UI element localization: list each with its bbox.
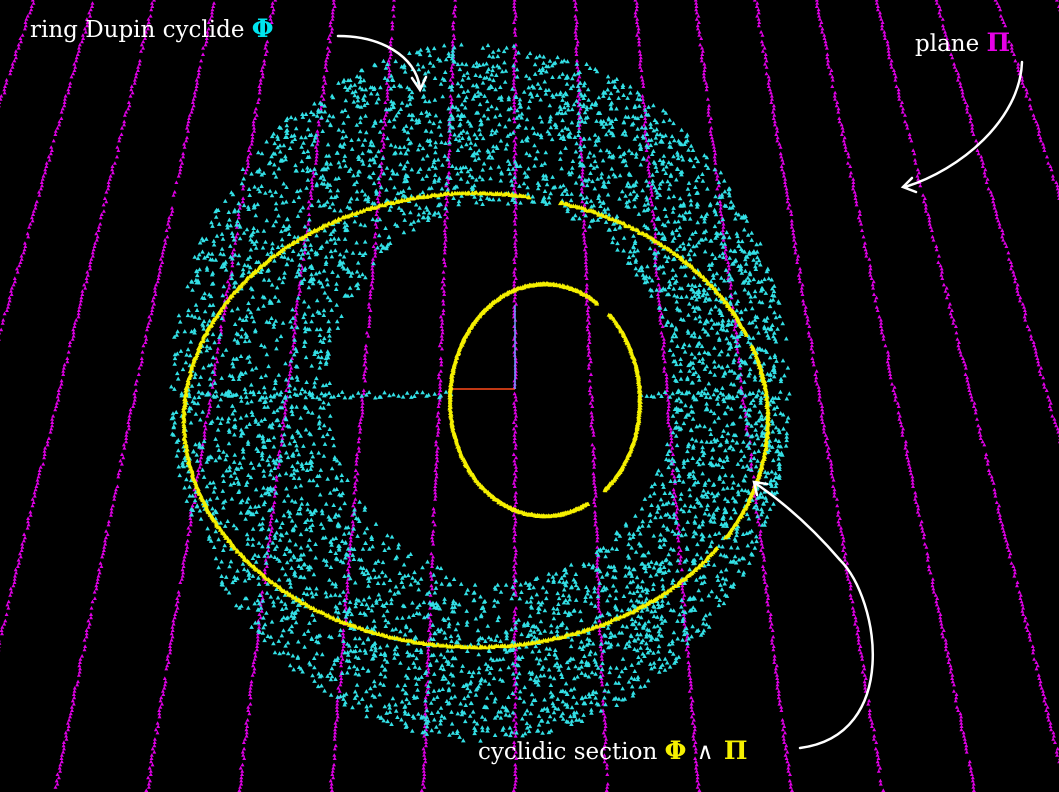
- plane-line: [0, 0, 157, 652]
- phi-symbol: Φ: [251, 14, 274, 43]
- section-pi-symbol: Π: [723, 736, 748, 765]
- section-label-text: cyclidic section: [478, 739, 658, 765]
- cyclide-label: ring Dupin cyclide Φ: [30, 16, 274, 42]
- plane-line: [0, 0, 36, 108]
- plane-line: [874, 0, 1059, 764]
- plane-line: [237, 0, 337, 792]
- coordinate-axes: [450, 305, 516, 390]
- cyclide-arrow: [336, 34, 422, 90]
- plane-label-text: plane: [915, 31, 980, 57]
- annotation-arrows: [336, 34, 1024, 750]
- plane-label: plane Π: [915, 30, 1010, 56]
- section-phi-symbol: Φ: [664, 736, 687, 765]
- plane-line: [693, 0, 794, 792]
- plane-line: [511, 0, 519, 792]
- plane-arrow: [903, 60, 1024, 189]
- plane-line: [993, 0, 1059, 200]
- plane-line: [934, 0, 1059, 444]
- section-arrow-head: [752, 480, 769, 497]
- cyclide-arrow-head: [410, 75, 428, 93]
- cyclide-label-text: ring Dupin cyclide: [30, 17, 245, 43]
- plane-line: [814, 0, 976, 792]
- pi-symbol: Π: [986, 28, 1011, 57]
- section-label: cyclidic section Φ ∧ Π: [478, 738, 747, 764]
- plane-arrow-head: [900, 176, 918, 194]
- wedge-operator: ∧: [696, 739, 714, 765]
- plane-line: [53, 1, 216, 789]
- section-arrow: [753, 481, 874, 750]
- plane-line: [633, 0, 702, 792]
